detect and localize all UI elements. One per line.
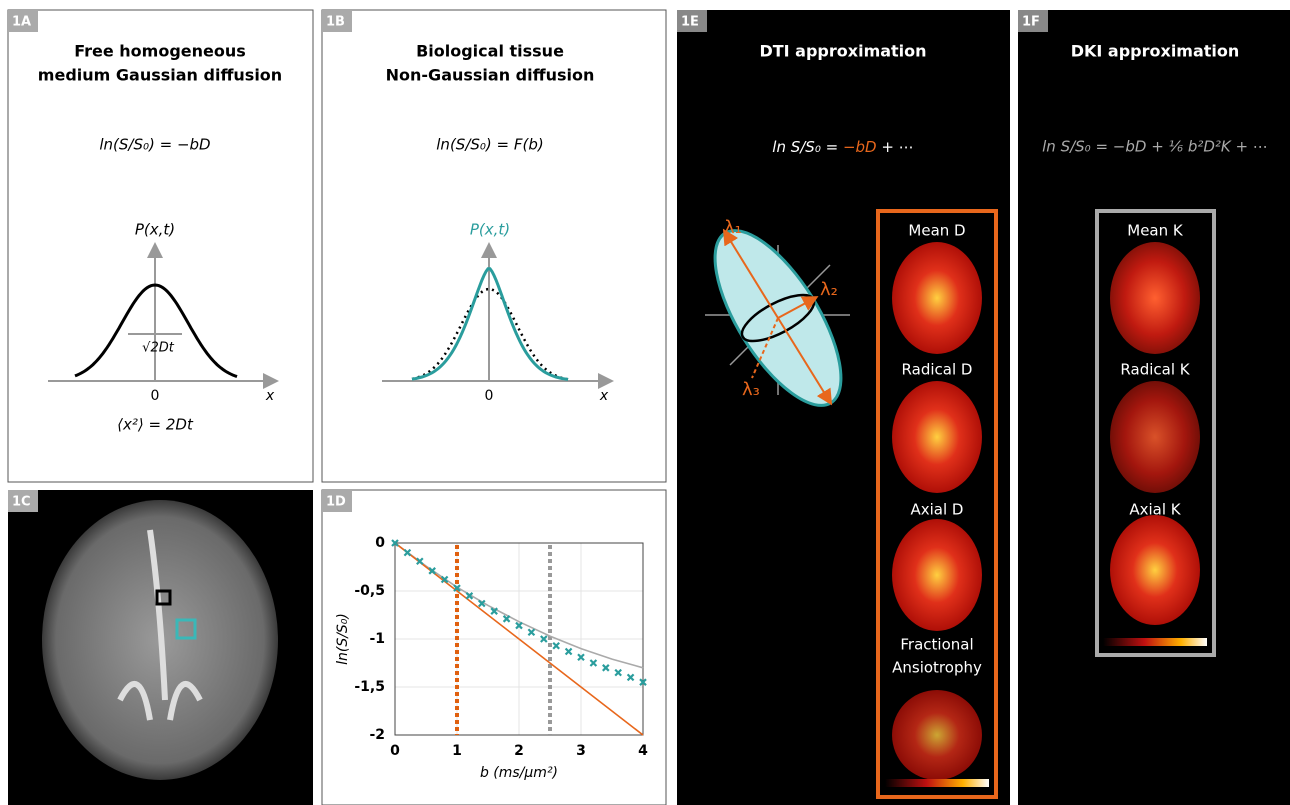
x-axis-label: b (ms/μm²) xyxy=(480,765,558,781)
lambda-label: λ₃ xyxy=(742,379,760,400)
panel-label: 1A xyxy=(12,15,31,30)
x-tick-label: 3 xyxy=(576,743,586,759)
panel-label: 1B xyxy=(326,15,345,30)
panel-b: 1B Biological tissue Non-Gaussian diffus… xyxy=(322,10,666,482)
panel-e: 1E DTI approximation ln S/S₀ = −bD + ⋯ λ… xyxy=(677,10,1010,805)
brain-map xyxy=(892,242,982,354)
panel-label: 1C xyxy=(12,495,31,510)
y-tick-label: -1,5 xyxy=(354,679,385,695)
panel-title: Free homogeneous xyxy=(74,42,246,61)
relation: ⟨x²⟩ = 2Dt xyxy=(117,416,194,434)
figure: 1A Free homogeneous medium Gaussian diff… xyxy=(0,0,1290,805)
equation-part: −bD xyxy=(843,138,877,156)
panel-c: 1C xyxy=(8,490,313,805)
map-label: Mean K xyxy=(1127,222,1184,240)
equation-part: ln S/S₀ = xyxy=(772,138,843,156)
equation: ln S/S₀ = −bD + ⅙ b²D²K + ⋯ xyxy=(1042,138,1268,156)
map-label: Fractional xyxy=(900,636,973,654)
y-axis-label: ln(S/S₀) xyxy=(335,613,351,665)
panel-title: DTI approximation xyxy=(759,42,926,61)
equation-part: + ⋯ xyxy=(877,138,914,156)
x-tick-label: 0 xyxy=(390,743,400,759)
axis-label: x xyxy=(599,388,609,404)
x-tick-label: 4 xyxy=(638,743,648,759)
panel-label: 1E xyxy=(681,15,699,30)
curve-label: P(x,t) xyxy=(470,221,510,239)
panel-title: DKI approximation xyxy=(1071,42,1240,61)
origin-label: 0 xyxy=(151,388,160,404)
brain-map xyxy=(1110,242,1200,354)
map-label: Axial D xyxy=(911,501,964,519)
equation: ln(S/S₀) = −bD xyxy=(99,136,210,154)
panel-label: 1F xyxy=(1022,15,1040,30)
x-tick-label: 2 xyxy=(514,743,524,759)
panel-f: 1F DKI approximation ln S/S₀ = −bD + ⅙ b… xyxy=(1018,10,1290,805)
colorbar xyxy=(885,779,989,787)
equation: ln S/S₀ = −bD + ⋯ xyxy=(772,138,913,156)
brain-map xyxy=(892,519,982,631)
panel-d: 1D b (ms/μm²) ln(S/S₀) 0 1 2 3 4 0 -0,5 -1 -1,5 -… xyxy=(322,490,666,805)
width-label: √2Dt xyxy=(142,341,175,356)
y-tick-label: 0 xyxy=(375,535,385,551)
panel-title: medium Gaussian diffusion xyxy=(38,66,282,85)
brain-map xyxy=(1110,515,1200,625)
colorbar xyxy=(1103,638,1207,646)
y-tick-label: -1 xyxy=(369,631,385,647)
y-tick-label: -0,5 xyxy=(354,583,385,599)
map-label: Ansiotrophy xyxy=(892,659,982,677)
map-label: Mean D xyxy=(908,222,965,240)
brain-map xyxy=(892,381,982,493)
brain-map xyxy=(1110,381,1200,493)
panel-title: Non-Gaussian diffusion xyxy=(386,66,595,85)
brain-map xyxy=(892,690,982,780)
equation: ln(S/S₀) = F(b) xyxy=(436,136,543,154)
x-tick-label: 1 xyxy=(452,743,462,759)
curve-label: P(x,t) xyxy=(135,221,175,239)
panel-a: 1A Free homogeneous medium Gaussian diff… xyxy=(8,10,313,482)
lambda-label: λ₂ xyxy=(820,279,838,300)
axis-label: x xyxy=(265,388,275,404)
map-label: Radical D xyxy=(902,361,973,379)
lambda-label: λ₁ xyxy=(724,217,742,238)
origin-label: 0 xyxy=(485,388,494,404)
panel-label: 1D xyxy=(326,495,346,510)
y-tick-label: -2 xyxy=(369,727,385,743)
map-label: Radical K xyxy=(1120,361,1190,379)
panel-title: Biological tissue xyxy=(416,42,564,61)
